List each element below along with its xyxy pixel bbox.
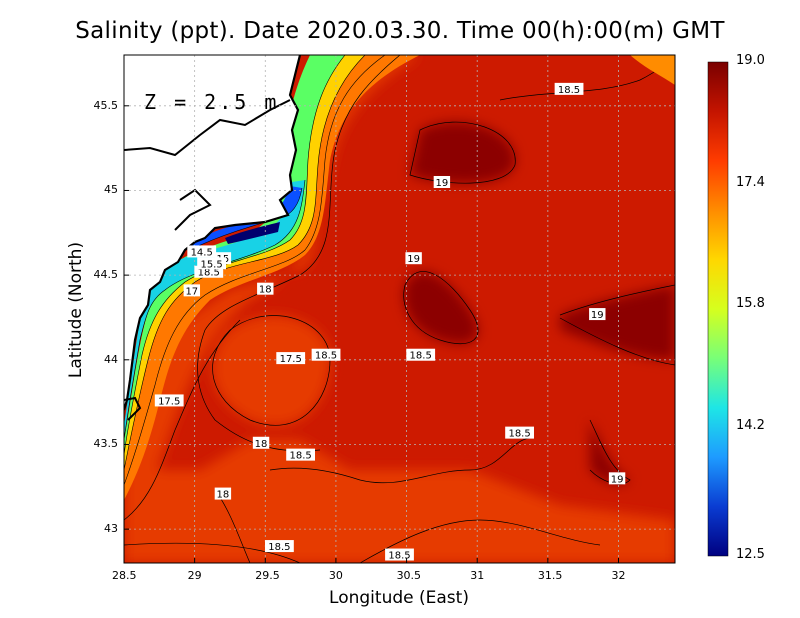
contour-label-text: 18.5 (558, 85, 580, 96)
colorbar-tick-label: 14.2 (736, 417, 765, 433)
contour-label-text: 17.5 (158, 396, 180, 407)
plot-frame (123, 54, 676, 564)
contour-label-text: 17.5 (280, 354, 302, 365)
contour-label-box (187, 245, 217, 258)
contour-label-text: 18.5 (410, 351, 432, 362)
contour-label-box (554, 82, 584, 95)
contour-label: 18.5 (385, 548, 414, 562)
contour-label: 18 (214, 487, 232, 501)
contour-label: 19 (589, 308, 606, 321)
contour-label-box (214, 487, 232, 500)
chart-title: Salinity (ppt). Date 2020.03.30. Time 00… (75, 18, 725, 44)
contour-label: 19 (433, 176, 451, 189)
colorbar (707, 61, 729, 557)
contour-label-box (252, 436, 270, 449)
x-tick-label: 31 (470, 569, 485, 582)
contour-label-text: 19 (436, 178, 449, 189)
contour-label: 18.5 (406, 348, 436, 362)
y-axis-label: Latitude (North) (66, 241, 86, 379)
contour-label-text: 18.5 (268, 542, 290, 553)
contour-label-text: 19 (591, 310, 604, 321)
contour-label: 17.5 (154, 394, 184, 407)
contour-label-text: 18.5 (388, 551, 410, 562)
x-tick-label: 29 (187, 569, 202, 582)
contour-label-box (276, 352, 306, 365)
contour-label-box (183, 284, 201, 297)
y-tick-label: 43.5 (93, 437, 119, 451)
contour-label-text: 18 (217, 490, 230, 501)
contour-label: 18.5 (554, 82, 584, 96)
contour-label-text: 18.5 (198, 268, 220, 279)
y-tick-label: 45 (104, 183, 118, 197)
contour-label-box (608, 472, 626, 485)
contour-label-box (505, 426, 534, 439)
y-tick-label: 44.5 (93, 268, 119, 282)
contour-label-text: 18 (259, 285, 272, 296)
x-tick-label: 32 (611, 569, 626, 582)
y-tick-label: 45.5 (93, 98, 119, 112)
contour-label-box (385, 548, 414, 561)
x-axis-label: Longitude (East) (329, 588, 469, 608)
salinity-field (124, 55, 675, 563)
contour-label: 18.5 (286, 448, 316, 462)
contour-label: 15.5 (197, 257, 226, 270)
contour-label-text: 18 (255, 439, 268, 450)
axis-ticks (123, 105, 619, 563)
contour-label-text: 19 (611, 474, 624, 485)
contour-label: 18 (252, 436, 270, 450)
colorbar-tick-label: 17.4 (736, 174, 765, 190)
colorbar-tick-label: 19.0 (736, 53, 765, 68)
y-tick-label: 43 (104, 522, 118, 536)
coastline (124, 55, 302, 411)
contour-label-text: 17 (185, 286, 198, 297)
x-tick-label: 30 (328, 569, 343, 582)
contour-lines (124, 55, 675, 563)
x-tick-label: 29.5 (255, 569, 280, 582)
contour-label-box (406, 348, 436, 361)
contour-label-box (433, 176, 451, 188)
contour-label-text: 15.5 (200, 259, 222, 270)
contour-label-text: 14.5 (191, 247, 213, 258)
contour-label: 19 (405, 252, 422, 265)
contour-label-text: 18.5 (508, 429, 530, 440)
contour-label-box (589, 308, 606, 321)
band-blue (190, 186, 302, 250)
contour-label-box (311, 348, 341, 361)
inland-border (124, 99, 291, 421)
contour-label-box (265, 540, 294, 553)
contour-label: 18.5 (505, 426, 534, 440)
contour-label-box (405, 252, 422, 265)
y-tick-label: 44 (104, 352, 118, 366)
contour-label-text: 18.5 (289, 451, 311, 462)
contour-label: 17.5 (276, 352, 306, 365)
band-navy (225, 222, 280, 244)
contour-label: 18.5 (265, 540, 294, 553)
x-tick-label: 31.5 (537, 569, 563, 582)
contour-label: 19 (608, 472, 626, 485)
contour-label-box (197, 257, 226, 270)
contour-label: 17 (183, 284, 201, 297)
contour-label-box (286, 448, 316, 461)
contour-label: 18 (257, 282, 274, 296)
contour-label-text: 19 (407, 254, 420, 265)
coastal-contours (124, 55, 386, 486)
contour-label-box (154, 394, 184, 407)
x-tick-label: 30.5 (396, 569, 422, 582)
contour-label-box (257, 282, 274, 295)
contour-label-text: 18.5 (315, 351, 337, 362)
north-east-coast (630, 55, 675, 85)
x-tick-label: 28.5 (112, 569, 137, 582)
contour-label: 14.5 (187, 245, 217, 258)
colorbar-tick-label: 15.8 (736, 296, 765, 312)
colorbar-tick-label: 12.5 (736, 547, 765, 562)
depth-label: Z = 2.5 m (144, 90, 280, 114)
land-mass (124, 55, 300, 410)
contour-label: 18.5 (311, 348, 341, 362)
band-cyan (124, 180, 305, 440)
